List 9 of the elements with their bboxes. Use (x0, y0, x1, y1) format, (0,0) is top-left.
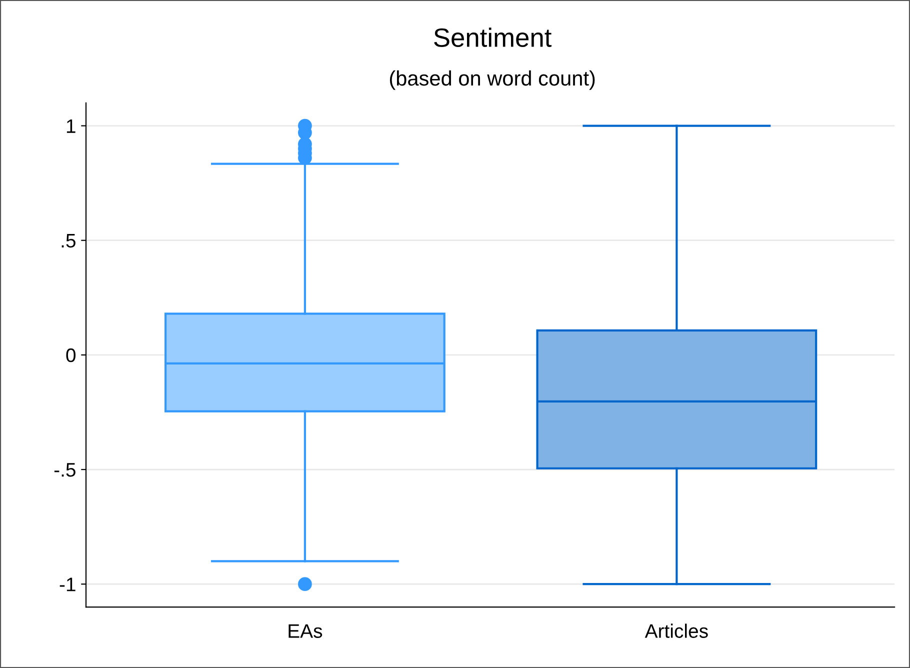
x-tick-label: EAs (288, 624, 322, 638)
y-tick-label: -.5 (54, 463, 76, 477)
y-tick-label: .5 (62, 234, 76, 248)
x-tick-label: Articles (644, 624, 708, 638)
y-tick-label: 1 (66, 119, 76, 133)
chart-subtitle: (based on word count) (390, 70, 595, 90)
y-tick-label: -1 (60, 578, 76, 592)
chart-title: Sentiment (434, 28, 552, 48)
y-tick-label: 0 (66, 348, 76, 362)
